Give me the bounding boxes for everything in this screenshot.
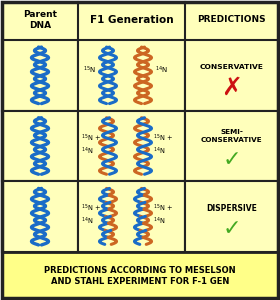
Bar	[2, 111, 78, 181]
Text: ✗: ✗	[221, 75, 242, 99]
Bar	[2, 40, 78, 111]
Text: $^{15}$N: $^{15}$N	[83, 65, 96, 76]
Bar	[185, 40, 278, 111]
Bar	[2, 2, 278, 40]
Text: $^{15}$N +: $^{15}$N +	[81, 203, 101, 214]
Bar	[78, 181, 185, 252]
Text: F1 Generation: F1 Generation	[90, 15, 173, 25]
Text: CONSERVATIVE: CONSERVATIVE	[200, 64, 263, 70]
Text: $^{14}$N: $^{14}$N	[81, 216, 94, 227]
Text: $^{14}$N: $^{14}$N	[155, 65, 168, 76]
Text: DISPERSIVE: DISPERSIVE	[206, 204, 257, 213]
Text: SEMI-
CONSERVATIVE: SEMI- CONSERVATIVE	[201, 130, 262, 142]
Text: $^{14}$N: $^{14}$N	[153, 216, 165, 227]
Bar	[185, 111, 278, 181]
Text: ✓: ✓	[222, 150, 241, 170]
Text: PREDICTIONS: PREDICTIONS	[197, 16, 266, 25]
Text: ✓: ✓	[222, 219, 241, 239]
Text: $^{14}$N: $^{14}$N	[153, 145, 165, 157]
Text: $^{15}$N +: $^{15}$N +	[153, 132, 173, 144]
Bar	[78, 40, 185, 111]
Text: Parent
DNA: Parent DNA	[23, 10, 57, 30]
Text: PREDICTIONS ACCORDING TO MESELSON
AND STAHL EXPERIMENT FOR F-1 GEN: PREDICTIONS ACCORDING TO MESELSON AND ST…	[44, 266, 236, 286]
Text: $^{15}$N +: $^{15}$N +	[153, 203, 173, 214]
Text: $^{14}$N: $^{14}$N	[81, 145, 94, 157]
Bar	[185, 181, 278, 252]
Bar	[2, 181, 78, 252]
Text: $^{15}$N +: $^{15}$N +	[81, 132, 101, 144]
Bar	[78, 111, 185, 181]
Bar	[2, 252, 278, 298]
